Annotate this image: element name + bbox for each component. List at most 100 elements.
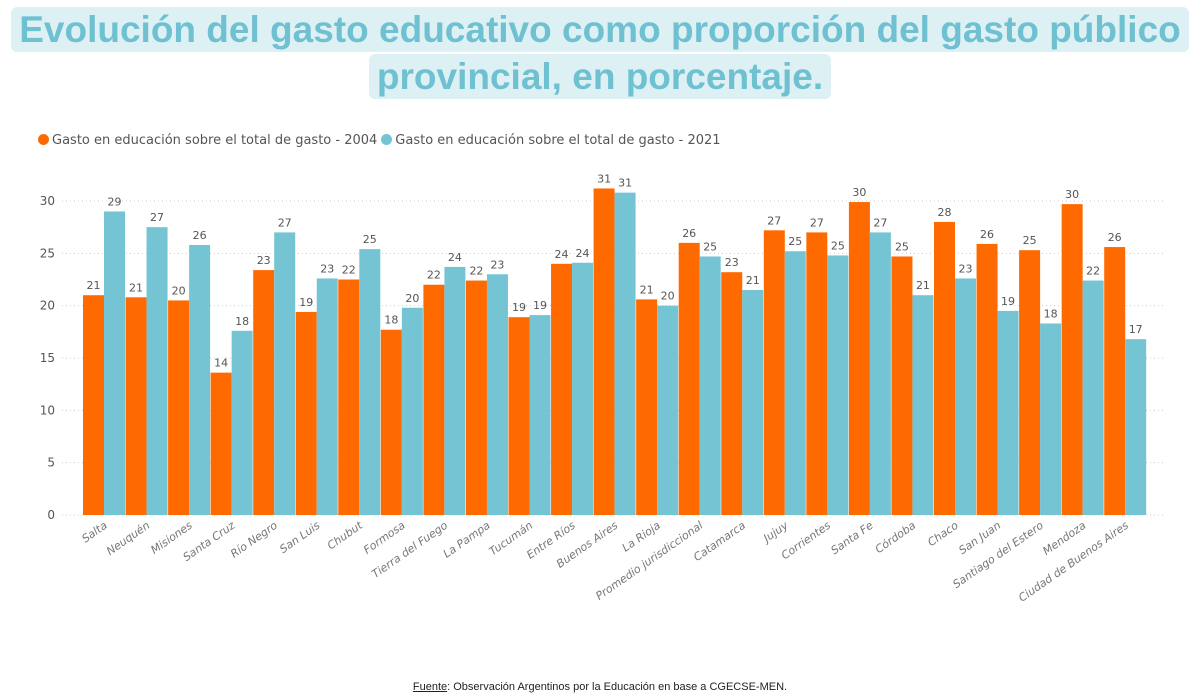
data-label: 22 (342, 264, 356, 277)
data-label: 26 (980, 228, 994, 241)
bar-2021 (742, 289, 764, 515)
x-tick-label: San Luis (277, 519, 322, 556)
data-label: 18 (384, 314, 398, 327)
data-label: 26 (193, 229, 207, 242)
data-label: 25 (788, 235, 802, 248)
data-label: 21 (129, 281, 143, 294)
data-label: 25 (1023, 234, 1037, 247)
bar-2021 (1082, 280, 1104, 515)
data-label: 27 (278, 216, 292, 229)
data-label: 20 (172, 284, 186, 297)
bar-2021 (699, 256, 721, 515)
data-label: 23 (320, 262, 334, 275)
data-label: 23 (490, 258, 504, 271)
bar-2021 (316, 278, 338, 515)
data-label: 27 (873, 216, 887, 229)
data-label: 24 (555, 248, 569, 261)
y-tick-label: 20 (40, 299, 55, 313)
source-footer: Fuente: Observación Argentinos por la Ed… (0, 681, 1200, 693)
legend-label-2021: Gasto en educación sobre el total de gas… (395, 133, 721, 148)
data-label: 22 (427, 269, 441, 282)
bar-2004 (593, 188, 615, 515)
data-label: 21 (746, 274, 760, 287)
data-label: 24 (448, 251, 462, 264)
legend-item-2004[interactable]: Gasto en educación sobre el total de gas… (38, 133, 377, 148)
data-label: 28 (938, 206, 952, 219)
data-label: 21 (640, 283, 654, 296)
data-label: 23 (725, 256, 739, 269)
bar-2021 (827, 255, 849, 515)
data-label: 22 (1086, 265, 1100, 278)
bar-2004 (678, 242, 700, 515)
legend: Gasto en educación sobre el total de gas… (38, 133, 721, 148)
legend-item-2021[interactable]: Gasto en educación sobre el total de gas… (381, 133, 721, 148)
bar-2004 (551, 263, 573, 515)
bar-2021 (912, 295, 934, 515)
source-text: : Observación Argentinos por la Educació… (447, 681, 788, 693)
bar-2021 (274, 232, 296, 515)
bar-2021 (529, 315, 551, 515)
x-tick-label: Jujuy (760, 519, 791, 546)
bar-2004 (1019, 250, 1041, 515)
bar-2004 (934, 221, 955, 515)
y-tick-label: 5 (47, 456, 55, 470)
data-label: 25 (363, 233, 377, 246)
bar-2021 (784, 251, 806, 516)
bar-2021 (955, 278, 976, 515)
bar-2004 (253, 270, 275, 515)
data-label: 31 (597, 172, 611, 185)
bar-2004 (423, 284, 445, 515)
data-label: 26 (1108, 231, 1122, 244)
y-tick-label: 10 (40, 403, 55, 417)
bar-2004 (210, 372, 232, 515)
bar-2021 (869, 232, 891, 515)
bar-2021 (997, 310, 1019, 515)
data-label: 27 (150, 211, 164, 224)
data-label: 18 (235, 315, 249, 328)
bar-2021 (104, 211, 125, 515)
data-label: 14 (214, 357, 228, 370)
data-label: 19 (1001, 295, 1015, 308)
x-tick-label: Córdoba (873, 519, 919, 556)
bar-2004 (83, 295, 104, 515)
bar-2021 (572, 262, 594, 515)
bar-2021 (231, 330, 253, 515)
bar-2021 (146, 227, 168, 515)
x-tick-label: Salta (79, 519, 109, 546)
bar-2021 (401, 307, 423, 515)
bar-2004 (125, 297, 147, 515)
data-label: 23 (257, 254, 271, 267)
bar-2004 (338, 279, 360, 515)
x-tick-label: Río Negro (228, 519, 280, 561)
data-label: 26 (682, 227, 696, 240)
data-label: 31 (618, 177, 632, 190)
bar-2004 (1061, 204, 1083, 515)
bar-2004 (721, 272, 743, 515)
bar-2021 (486, 274, 508, 515)
x-tick-label: Chubut (325, 518, 366, 552)
bar-2021 (189, 244, 211, 515)
bar-2004 (508, 317, 530, 515)
data-label: 25 (895, 240, 909, 253)
bar-2004 (465, 280, 487, 515)
data-label: 21 (916, 279, 930, 292)
data-label: 19 (512, 301, 526, 314)
legend-label-2004: Gasto en educación sobre el total de gas… (52, 133, 378, 148)
bar-2021 (444, 266, 466, 515)
x-tick-label: Chaco (925, 519, 961, 549)
bar-2004 (1104, 247, 1126, 515)
data-label: 25 (703, 240, 717, 253)
source-label: Fuente (412, 681, 448, 693)
data-label: 21 (87, 279, 101, 292)
y-tick-label: 0 (47, 508, 55, 522)
data-label: 19 (299, 296, 313, 309)
bar-2021 (657, 305, 679, 515)
y-tick-label: 15 (40, 351, 55, 365)
bar-2004 (636, 299, 658, 515)
data-label: 24 (576, 247, 590, 260)
y-tick-label: 30 (40, 194, 55, 208)
legend-dot-2004 (38, 134, 49, 145)
bar-2004 (891, 256, 913, 515)
bar-2021 (614, 192, 636, 516)
bar-2004 (380, 329, 402, 515)
